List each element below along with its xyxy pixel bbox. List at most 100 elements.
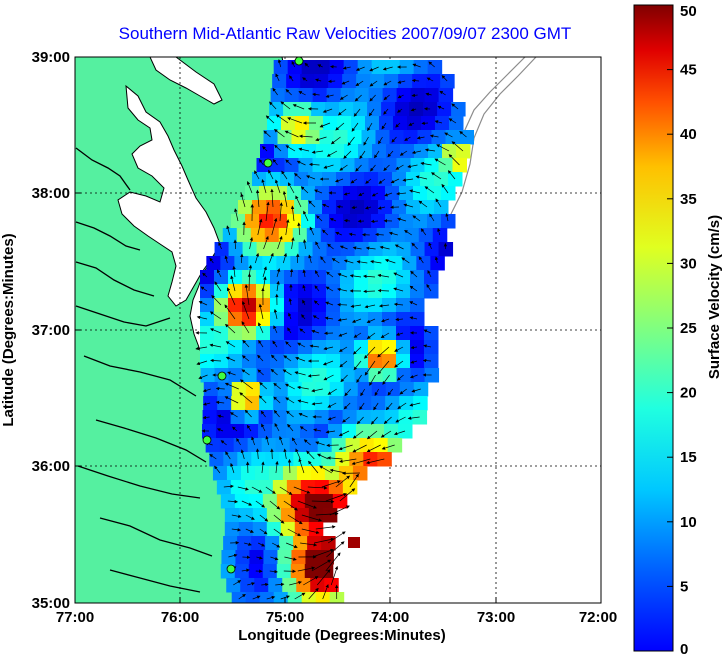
velocity-vector — [383, 164, 390, 171]
velocity-vector — [364, 360, 376, 376]
velocity-vector — [352, 346, 362, 355]
velocity-vector — [352, 246, 362, 250]
velocity-cell — [326, 284, 341, 299]
velocity-vector — [246, 424, 252, 432]
velocity-vector — [279, 436, 283, 446]
velocity-vector — [285, 159, 292, 166]
velocity-vector — [294, 592, 306, 600]
velocity-cell — [328, 74, 343, 89]
radar-site-marker — [226, 564, 236, 574]
velocity-cell — [301, 214, 316, 229]
velocity-vector — [233, 580, 242, 586]
velocity-cell — [298, 326, 313, 341]
velocity-cell — [273, 60, 289, 75]
velocity-vector — [198, 301, 208, 306]
velocity-vector — [431, 172, 442, 180]
velocity-vector — [244, 542, 252, 546]
velocity-vector — [365, 178, 372, 184]
velocity-vector — [410, 108, 417, 112]
velocity-cell — [238, 200, 253, 215]
velocity-cell — [398, 424, 413, 439]
velocity-vector — [225, 323, 236, 334]
velocity-cell — [298, 298, 313, 313]
velocity-vector — [401, 257, 410, 264]
velocity-vector — [313, 428, 322, 432]
velocity-vector — [327, 388, 337, 395]
velocity-cell — [373, 438, 389, 453]
velocity-vector — [388, 231, 398, 236]
velocity-cell — [368, 312, 383, 327]
velocity-cell — [368, 270, 383, 285]
velocity-cell — [393, 116, 408, 131]
velocity-vector — [342, 66, 351, 70]
velocity-cell — [214, 242, 230, 257]
velocity-vector — [425, 92, 432, 96]
velocity-vector — [404, 136, 411, 141]
velocity-cell — [399, 60, 415, 75]
colorbar-tick-label: 15 — [680, 449, 697, 466]
velocity-cell — [291, 130, 306, 145]
velocity-cell — [245, 186, 260, 201]
velocity-cell — [312, 312, 327, 327]
velocity-cell — [396, 312, 411, 327]
velocity-vector — [284, 383, 295, 390]
velocity-vector — [215, 386, 225, 391]
velocity-cell — [200, 270, 215, 285]
velocity-cell — [312, 340, 327, 355]
velocity-vector — [370, 416, 378, 425]
velocity-cell — [315, 592, 331, 603]
velocity-cell — [329, 214, 344, 229]
velocity-vector — [427, 269, 432, 278]
velocity-cell — [407, 116, 422, 131]
velocity-vectors — [195, 59, 467, 600]
velocity-cell — [424, 284, 439, 299]
velocity-cell — [441, 214, 456, 229]
velocity-vector — [240, 253, 244, 264]
velocity-cell — [200, 312, 215, 327]
velocity-vector — [276, 280, 280, 292]
velocity-vector — [428, 242, 432, 250]
velocity-vector — [353, 108, 361, 117]
velocity-vector — [303, 439, 311, 446]
velocity-vector — [261, 179, 267, 194]
velocity-vector — [241, 369, 250, 376]
velocity-vector — [363, 274, 376, 279]
colorbar-gradient — [633, 4, 674, 652]
velocity-cell — [212, 466, 228, 481]
velocity-cell — [421, 116, 436, 131]
velocity-vector — [377, 206, 386, 210]
velocity-cell — [259, 186, 274, 201]
velocity-vector — [344, 388, 352, 397]
velocity-vector — [441, 75, 448, 82]
velocity-cell — [385, 186, 400, 201]
velocity-cell — [324, 466, 340, 481]
velocity-vector — [355, 164, 362, 172]
velocity-cell — [354, 270, 369, 285]
velocity-vector — [311, 388, 323, 393]
velocity-vector — [245, 528, 254, 533]
velocity-cell — [340, 368, 356, 383]
velocity-cell — [259, 214, 274, 229]
x-axis-label: Longitude (Degrees:Minutes) — [238, 627, 446, 644]
velocity-vector — [393, 430, 406, 436]
velocity-cell — [231, 214, 246, 229]
velocity-vector — [356, 416, 364, 425]
velocity-vector — [270, 368, 278, 376]
velocity-cell — [385, 382, 401, 397]
velocity-cell — [256, 270, 271, 285]
velocity-cell — [400, 144, 415, 159]
velocity-vector — [325, 430, 336, 434]
colorbar-label: Surface Velocity (cm/s) — [706, 215, 723, 379]
velocity-vector — [272, 340, 278, 348]
velocity-cell — [301, 592, 317, 603]
velocity-cell — [412, 74, 427, 89]
velocity-cell — [371, 186, 386, 201]
velocity-cell — [434, 200, 449, 215]
velocity-cell — [312, 158, 327, 173]
velocity-vector — [363, 289, 376, 294]
velocity-cell — [301, 396, 316, 411]
velocity-vector — [317, 64, 323, 68]
velocity-vector — [396, 374, 404, 381]
velocity-vector — [241, 321, 250, 334]
velocity-cell — [364, 172, 379, 187]
